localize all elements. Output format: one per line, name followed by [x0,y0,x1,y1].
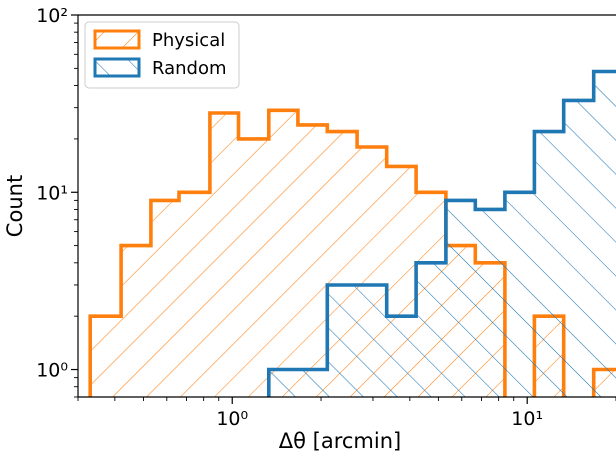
legend-swatch-physical [93,29,141,50]
legend-swatch-random [93,57,141,78]
ticks-layer: 10⁰ 10¹ 10² 10⁰ 10¹ [36,5,616,430]
axes-frame [77,14,616,398]
legend-item-physical: Physical [93,29,225,51]
legend: Physical Random [84,21,240,89]
y-tick-label: 10¹ [36,182,68,204]
random-outline [267,69,616,397]
y-tick-label: 10² [36,5,68,27]
x-tick-label: 10⁰ [216,408,248,430]
random-series [267,69,616,397]
y-tick-label: 10⁰ [36,360,68,382]
legend-label-random: Random [152,58,227,79]
series-layer [88,69,616,397]
x-tick-label: 10¹ [511,408,543,430]
random-hatch-fill [268,71,616,397]
x-axis-label: Δθ [arcmin] [279,429,401,453]
y-axis-label: Count [3,175,27,237]
legend-label-physical: Physical [152,30,225,51]
legend-item-random: Random [93,57,227,79]
